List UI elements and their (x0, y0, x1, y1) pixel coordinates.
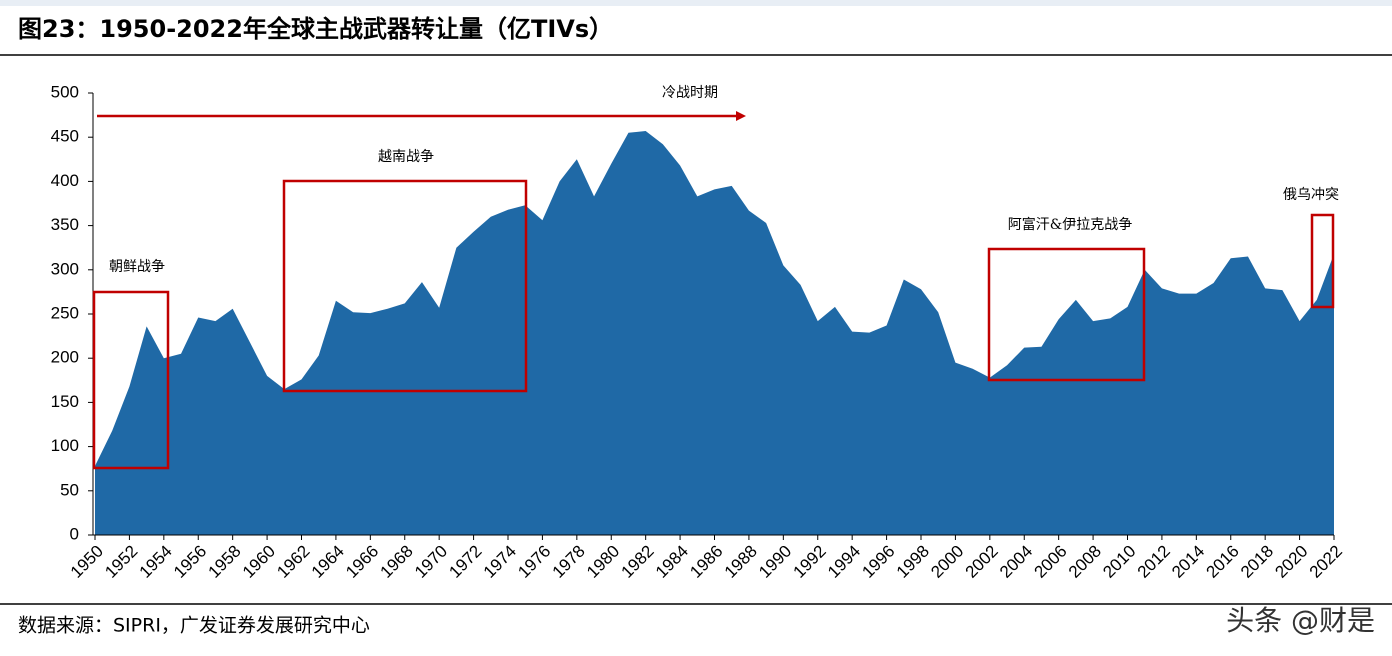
x-tick-label: 1980 (583, 542, 623, 582)
chart-title: 图23：1950-2022年全球主战武器转让量（亿TIVs） (18, 15, 613, 43)
x-tick-label: 1976 (514, 542, 554, 582)
x-tick-label: 1972 (445, 542, 485, 582)
annotation-box (282, 179, 528, 393)
x-tick-label: 2018 (1237, 542, 1277, 582)
x-tick-label: 1950 (67, 542, 107, 582)
x-tick-label: 1992 (790, 542, 830, 582)
annotation-box (1310, 213, 1335, 309)
annotation: 阿富汗&伊拉克战争 (1008, 216, 1132, 233)
x-tick-label: 2014 (1168, 542, 1208, 582)
y-tick-label: 350 (51, 215, 79, 234)
x-tick-label: 1952 (101, 542, 141, 582)
x-tick-label: 1990 (755, 542, 795, 582)
y-tick-label: 500 (51, 82, 79, 101)
x-tick-label: 1974 (480, 542, 520, 582)
annotation: 越南战争 (378, 149, 434, 165)
x-tick-label: 2022 (1306, 542, 1346, 582)
x-tick-label: 1982 (617, 542, 657, 582)
annotation-box (92, 290, 170, 470)
watermark: 头条 @财是 (1226, 604, 1375, 637)
annotation-box (987, 247, 1146, 382)
x-tick-label: 1986 (686, 542, 726, 582)
x-tick-label: 1960 (239, 542, 279, 582)
x-tick-label: 2004 (996, 542, 1036, 582)
x-tick-label: 1966 (342, 542, 382, 582)
x-tick-label: 1984 (652, 542, 692, 582)
y-tick-label: 150 (51, 392, 79, 411)
arrow-head (736, 111, 746, 121)
x-tick-label: 1956 (170, 542, 210, 582)
y-tick-label: 200 (51, 348, 79, 367)
x-tick-label: 1996 (858, 542, 898, 582)
x-tick-label: 2020 (1271, 542, 1311, 582)
x-tick-label: 1978 (549, 542, 589, 582)
x-tick-label: 2016 (1203, 542, 1243, 582)
y-tick-label: 50 (60, 480, 79, 499)
x-tick-label: 2006 (1030, 542, 1070, 582)
x-tick-label: 2012 (1134, 542, 1174, 582)
x-tick-label: 1962 (273, 542, 313, 582)
x-tick-label: 1958 (204, 542, 244, 582)
x-tick-label: 2008 (1065, 542, 1105, 582)
x-tick-label: 2000 (927, 542, 967, 582)
x-tick-label: 2010 (1099, 542, 1139, 582)
y-tick-label: 450 (51, 127, 79, 146)
x-tick-label: 2002 (962, 542, 1002, 582)
x-tick-label: 1998 (893, 542, 933, 582)
y-tick-label: 0 (70, 524, 79, 543)
annotation: 俄乌冲突 (1283, 187, 1339, 203)
y-tick-label: 100 (51, 436, 79, 455)
x-tick-label: 1988 (721, 542, 761, 582)
annotation: 朝鲜战争 (109, 259, 165, 275)
x-tick-label: 1954 (136, 542, 176, 582)
top-strip (0, 0, 1392, 6)
y-tick-label: 300 (51, 259, 79, 278)
x-tick-label: 1968 (377, 542, 417, 582)
source: 数据来源：SIPRI，广发证券发展研究中心 (18, 615, 370, 637)
x-tick-label: 1964 (308, 542, 348, 582)
x-tick-label: 1970 (411, 542, 451, 582)
plot-area: 0501001502002503003504004505001950195219… (51, 82, 1346, 581)
annotation: 冷战时期 (662, 85, 718, 101)
x-tick-label: 1994 (824, 542, 864, 582)
y-tick-label: 400 (51, 171, 79, 190)
area (95, 131, 1334, 535)
y-tick-label: 250 (51, 303, 79, 322)
